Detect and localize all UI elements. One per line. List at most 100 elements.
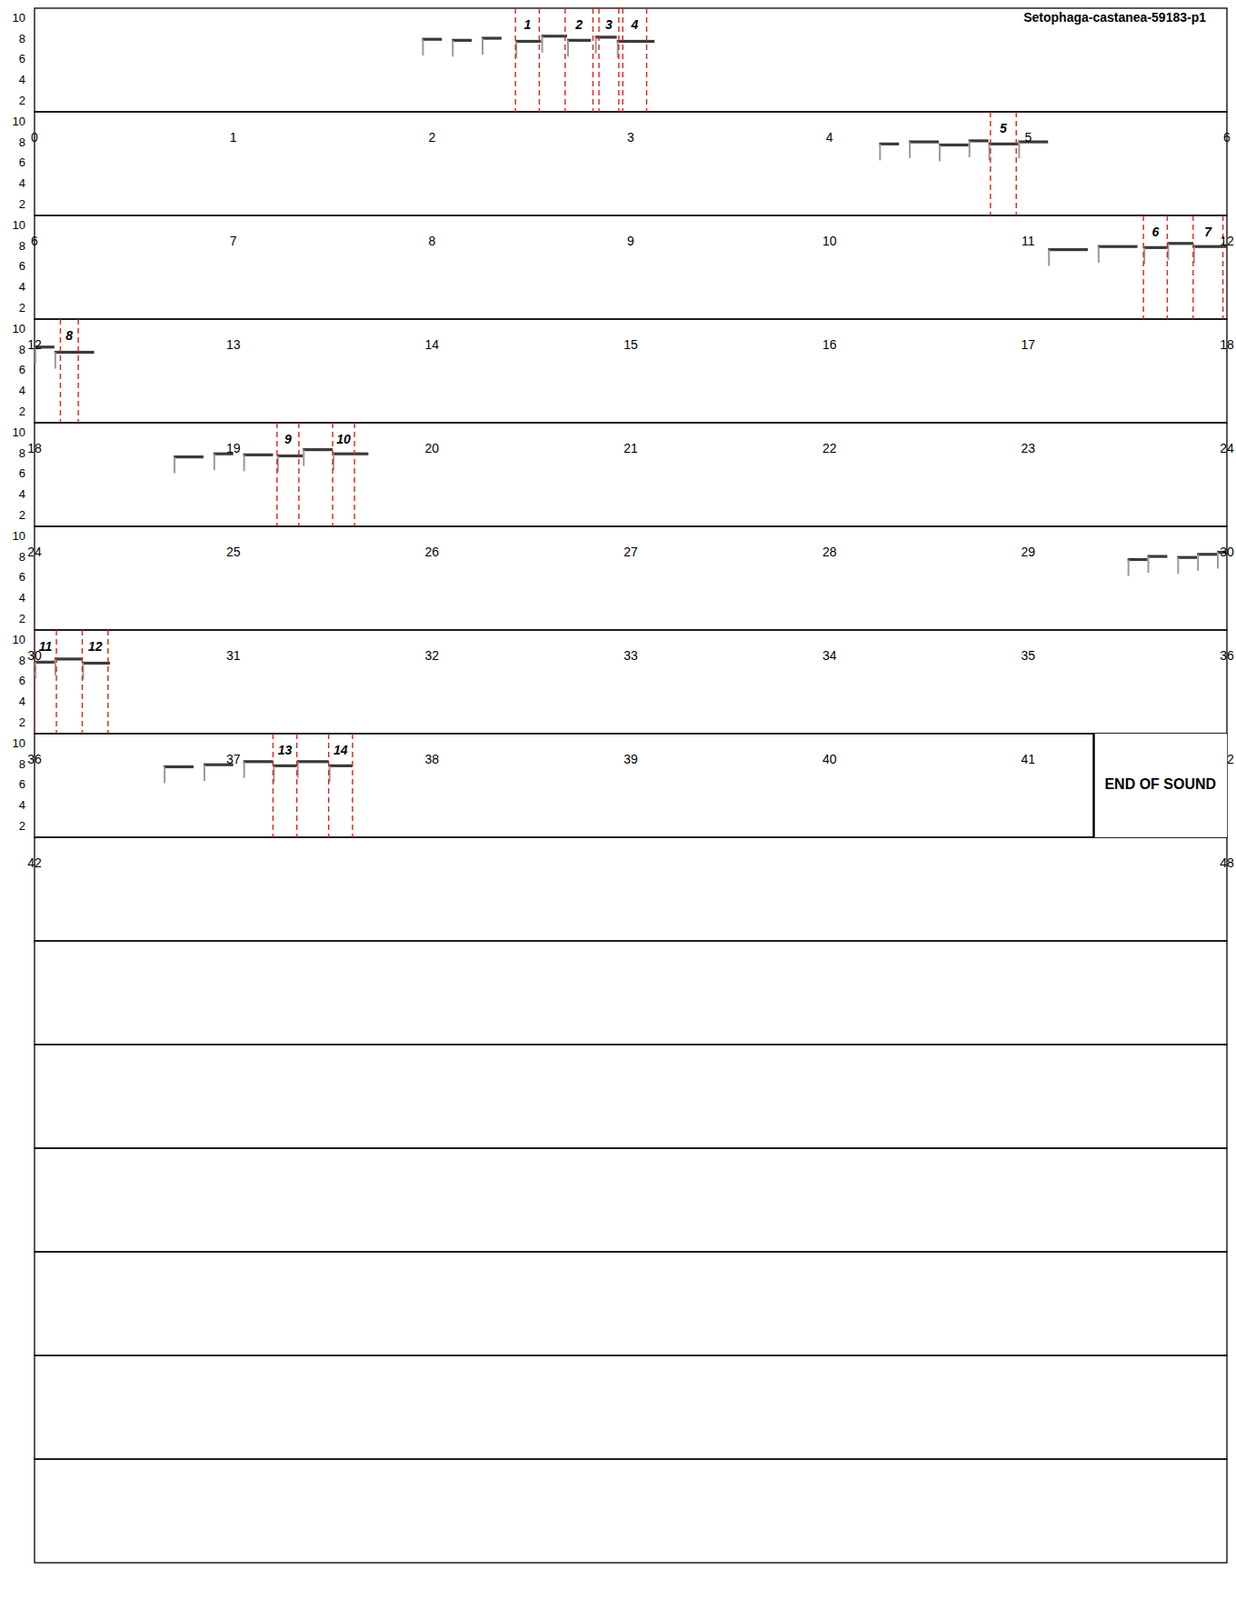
y-tick-label: 2 xyxy=(19,508,26,522)
x-tick-label: 34 xyxy=(822,647,838,663)
y-tick-label: 8 xyxy=(19,549,26,564)
row-marks xyxy=(878,111,1048,216)
segment-boundary xyxy=(81,629,83,734)
row-frames xyxy=(34,8,1227,1563)
note-streak xyxy=(173,457,176,474)
end-of-sound-label: END OF SOUND xyxy=(1104,776,1217,792)
note-streak xyxy=(908,141,911,159)
x-tick-label: 18 xyxy=(1219,337,1235,352)
note-streak xyxy=(421,39,424,56)
x-tick-label: 37 xyxy=(226,751,241,767)
segment-boundary xyxy=(353,422,355,527)
note-streak xyxy=(1017,141,1020,159)
spectrogram-page: 1234246810012345652468106789101112672468… xyxy=(0,0,1236,1600)
note-trace xyxy=(421,38,442,41)
note-trace xyxy=(878,142,899,146)
x-tick-label: 7 xyxy=(229,233,238,249)
row-frame xyxy=(34,422,1227,527)
segment-label: 1 xyxy=(523,17,531,32)
note-streak xyxy=(213,453,216,470)
segment-boundary xyxy=(296,733,298,838)
x-tick-label: 2 xyxy=(428,129,436,145)
segment-boundary xyxy=(564,8,566,112)
note-trace xyxy=(1147,554,1168,558)
note-trace xyxy=(1127,558,1148,561)
note-trace xyxy=(272,764,297,768)
note-trace xyxy=(1196,552,1217,556)
y-tick-label: 6 xyxy=(19,362,26,377)
row-marks xyxy=(34,318,95,423)
row-frame xyxy=(34,1147,1227,1252)
x-tick-label: 19 xyxy=(226,440,241,456)
note-trace xyxy=(302,448,333,451)
note-trace xyxy=(81,661,110,665)
y-tick-label: 8 xyxy=(19,757,26,771)
y-tick-label: 8 xyxy=(19,446,26,460)
x-tick-label: 32 xyxy=(425,647,440,663)
row-marks xyxy=(421,8,655,112)
row-marks xyxy=(173,422,369,527)
x-tick-label: 6 xyxy=(30,233,39,249)
x-tick-label: 10 xyxy=(822,233,838,249)
row-frame xyxy=(34,526,1227,630)
segment-label: 8 xyxy=(65,328,73,343)
y-tick-label: 2 xyxy=(19,611,26,626)
note-streak xyxy=(54,351,57,369)
x-tick-label: 31 xyxy=(226,647,241,663)
note-trace xyxy=(243,759,274,763)
note-trace xyxy=(968,139,989,142)
segment-boundary xyxy=(298,422,300,527)
note-streak xyxy=(1097,246,1100,263)
y-tick-label: 6 xyxy=(19,51,26,66)
segment-label: 4 xyxy=(629,17,638,32)
x-tick-label: 1 xyxy=(229,129,238,145)
row-frame xyxy=(34,940,1227,1045)
y-tick-label: 8 xyxy=(19,135,26,150)
y-tick-label: 4 xyxy=(19,176,26,190)
x-tick-label: 41 xyxy=(1021,751,1037,767)
x-tick-label: 5 xyxy=(1024,129,1032,145)
x-tick-label: 17 xyxy=(1021,337,1037,352)
note-streak xyxy=(451,39,454,57)
note-streak xyxy=(203,764,206,781)
note-trace xyxy=(908,139,939,143)
note-trace xyxy=(595,35,618,39)
y-tick-label: 2 xyxy=(19,715,26,729)
note-trace xyxy=(567,39,591,42)
note-trace xyxy=(1097,245,1138,249)
y-tick-label: 6 xyxy=(19,155,26,170)
texts: 1234246810012345652468106789101112672468… xyxy=(12,9,1235,870)
note-streak xyxy=(243,454,246,471)
x-tick-label: 6 xyxy=(1223,129,1231,145)
title: Setophaga-castanea-59183-p1 xyxy=(1023,9,1207,25)
x-tick-label: 26 xyxy=(425,544,440,559)
note-trace xyxy=(173,455,204,459)
x-tick-label: 15 xyxy=(623,337,638,352)
note-streak xyxy=(1196,554,1199,571)
y-tick-label: 6 xyxy=(19,569,26,584)
note-trace xyxy=(328,764,353,768)
x-tick-label: 42 xyxy=(27,855,42,870)
segment-label: 5 xyxy=(999,120,1007,136)
x-tick-label: 36 xyxy=(27,751,42,767)
segment-boundary xyxy=(1016,111,1017,216)
segment-boundary xyxy=(538,8,540,112)
marks xyxy=(34,8,1227,838)
y-tick-label: 6 xyxy=(19,777,26,791)
x-tick-label: 23 xyxy=(1021,440,1037,456)
note-streak xyxy=(1176,557,1179,574)
y-tick-label: 8 xyxy=(19,31,26,46)
row-marks xyxy=(163,733,353,838)
x-tick-label: 9 xyxy=(627,233,635,249)
x-tick-label: 25 xyxy=(226,544,241,559)
note-trace xyxy=(54,657,83,660)
segment-boundary xyxy=(107,629,109,734)
x-tick-label: 38 xyxy=(425,751,440,767)
row-frame xyxy=(34,629,1227,734)
y-tick-label: 4 xyxy=(19,590,26,605)
x-tick-label: 35 xyxy=(1021,647,1037,663)
note-trace xyxy=(988,142,1019,146)
segment-boundary xyxy=(1142,215,1144,319)
y-tick-label: 4 xyxy=(19,383,26,398)
segment-boundary xyxy=(331,422,333,527)
